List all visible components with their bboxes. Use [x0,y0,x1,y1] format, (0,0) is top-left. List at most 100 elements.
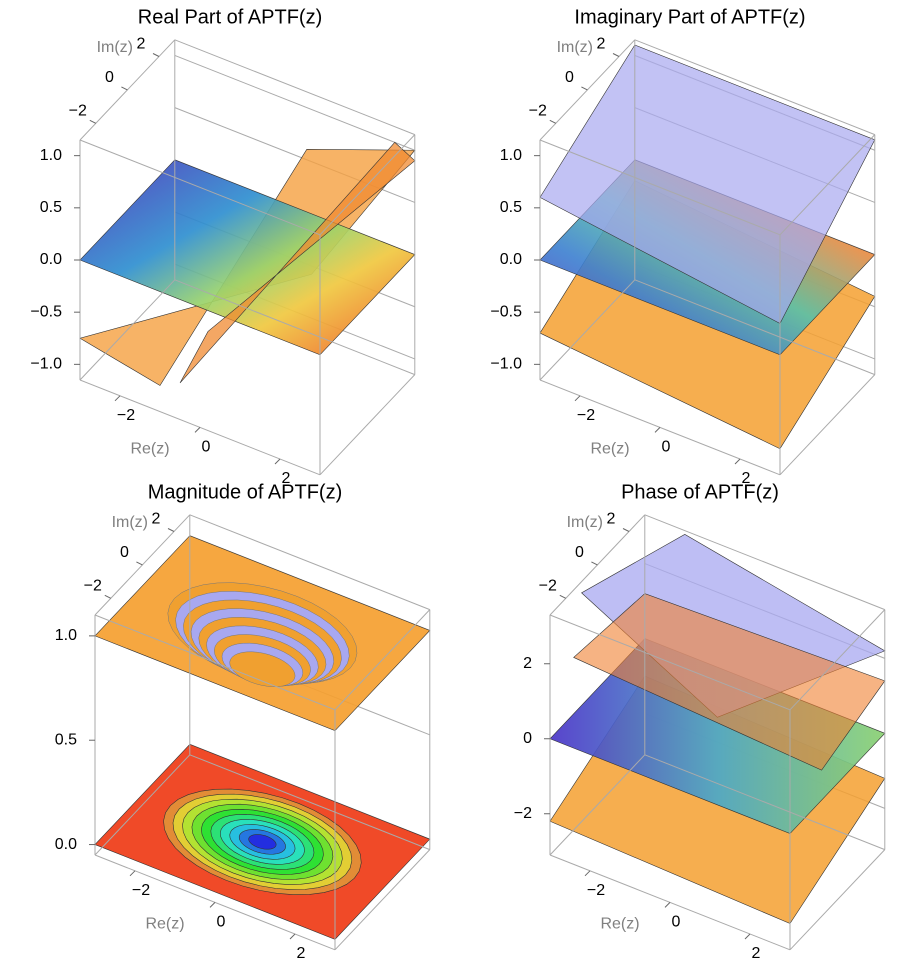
y-tick-label: 2 [597,36,606,53]
y-tick-label: 0 [575,544,584,561]
y-tick-label: 0 [565,69,574,86]
x-tick-label: −2 [117,407,135,424]
y-axis-label: Im(z) [557,39,593,56]
x-tick [734,458,741,465]
y-tick [549,119,557,124]
back-grid [174,54,415,151]
y-tick [591,561,598,566]
y-tick [136,561,143,566]
z-tick-label: −0.5 [490,303,522,320]
contour [229,651,296,687]
chart-title: Imaginary Part of APTF(z) [574,6,805,28]
z-tick-label: 0.0 [55,836,77,853]
x-tick-label: −2 [587,882,605,899]
x-tick-label: 0 [202,439,211,456]
box-edge [319,374,416,476]
z-tick-label: −1.0 [30,356,62,373]
box-edge [189,514,430,611]
box-edge [319,134,416,236]
chart-title: Phase of APTF(z) [621,481,779,503]
box-edge [644,514,885,611]
x-tick [744,933,751,940]
y-tick [622,528,630,532]
z-tick-label: 0.0 [40,251,62,268]
box-edge [94,754,191,856]
x-axis-label: Re(z) [600,916,639,933]
x-tick-label: −2 [577,407,595,424]
y-tick [152,53,160,57]
box-edge [174,39,415,136]
y-tick-label: −2 [539,578,557,595]
box-edge [189,754,430,851]
x-axis-label: Re(z) [590,441,629,458]
x-tick-label: 2 [297,945,306,961]
x-tick [209,902,216,908]
x-tick-label: 0 [672,914,681,931]
box-edge [644,754,885,851]
y-tick-label: 2 [137,36,146,53]
x-tick [654,427,661,433]
z-tick-label: 0 [523,730,532,747]
box-edge [789,849,886,951]
y-axis-label: Im(z) [97,39,133,56]
y-tick-label: 2 [607,511,616,528]
y-tick [104,594,112,599]
z-tick-label: 1.0 [55,627,77,644]
y-tick-label: −2 [84,578,102,595]
y-tick [167,528,175,532]
box-edge [634,39,875,136]
x-tick-label: 2 [752,945,761,961]
box-edge [174,279,415,376]
z-tick-label: 0.5 [40,199,62,216]
x-tick [274,458,281,465]
z-tick-label: 0.0 [500,251,522,268]
y-axis-label: Im(z) [112,514,148,531]
box-edge [779,374,876,476]
box-edge [334,609,431,711]
y-tick [612,53,620,57]
y-axis-label: Im(z) [567,514,603,531]
x-tick-label: 2 [742,470,751,487]
z-tick-label: 0.5 [500,199,522,216]
chart-title: Real Part of APTF(z) [138,6,323,28]
z-tick-label: −2 [514,805,532,822]
z-tick-label: 1.0 [40,147,62,164]
box-edge [779,134,876,236]
y-tick-label: −2 [529,103,547,120]
chart-title: Magnitude of APTF(z) [148,481,343,503]
z-tick-label: −1.0 [490,356,522,373]
x-axis-label: Re(z) [130,441,169,458]
box-edge [539,279,636,381]
x-tick-label: 0 [662,439,671,456]
x-tick [114,395,121,402]
box-edge [94,614,336,711]
y-tick [559,594,567,599]
box-edge [634,279,875,376]
x-tick [664,902,671,908]
box-edge [549,754,646,856]
y-tick-label: 0 [105,69,114,86]
box-edge [789,609,886,711]
x-tick [289,933,296,940]
x-tick [194,427,201,433]
x-tick-label: −2 [132,882,150,899]
box-edge [549,614,791,711]
box-edge [334,849,431,951]
z-tick-label: 2 [523,655,532,672]
y-tick-label: −2 [69,103,87,120]
z-tick-label: 1.0 [500,147,522,164]
z-tick-label: 0.5 [55,731,77,748]
y-tick [581,86,588,91]
x-axis-label: Re(z) [145,916,184,933]
y-tick [121,86,128,91]
box-edge [79,279,176,381]
x-tick [574,395,581,402]
y-tick-label: 2 [152,511,161,528]
y-tick [89,119,97,124]
box-edge [539,139,781,236]
x-tick [584,870,591,877]
z-tick-label: −0.5 [30,303,62,320]
contour [248,834,277,850]
y-tick-label: 0 [120,544,129,561]
